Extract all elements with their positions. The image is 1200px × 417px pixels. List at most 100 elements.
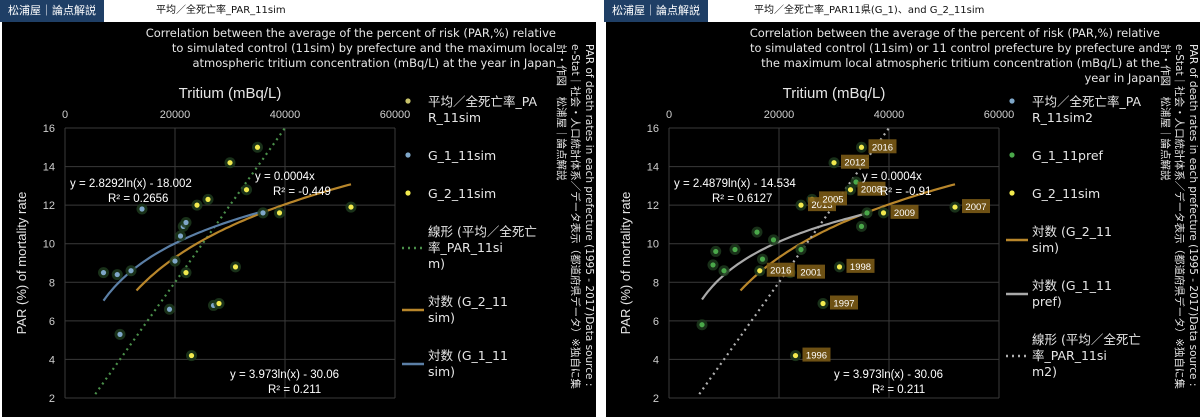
year-label: 1998 <box>850 262 871 273</box>
trend-r2: R² = 0.211 <box>268 384 321 396</box>
data-point <box>117 331 123 337</box>
chart-title-line: year in Japan <box>1084 71 1160 85</box>
legend-label: sim) <box>428 364 455 379</box>
year-label-box <box>962 199 990 214</box>
year-label: 1997 <box>833 299 854 310</box>
chart-title: Correlation between the average of the p… <box>146 26 556 71</box>
brand-badge: 松浦屋｜論点解説 <box>0 0 104 22</box>
data-point <box>194 202 200 208</box>
data-point <box>166 306 173 312</box>
data-point <box>880 210 887 216</box>
year-label-box <box>868 139 897 154</box>
brand-badge: 松浦屋｜論点解説 <box>604 0 708 22</box>
year-label-box <box>846 258 875 273</box>
chart-title: Correlation between the average of the p… <box>750 26 1160 86</box>
data-point <box>757 268 763 274</box>
year-label-box <box>819 191 847 206</box>
trend-equation: y = 0.0004x <box>255 171 315 183</box>
data-point <box>770 237 777 243</box>
trend-equation: y = 3.973ln(x) - 30.06 <box>230 369 339 381</box>
legend-label: R_11sim2 <box>1032 110 1093 125</box>
legend-swatch-point <box>1009 152 1015 158</box>
legend-label: 対数 (G_2_11 <box>428 294 508 309</box>
data-point <box>836 264 843 270</box>
data-point <box>243 187 250 193</box>
chart-area <box>2 22 596 417</box>
trend-r2: R² = 0.2656 <box>108 193 168 205</box>
x-tick-label: 0 <box>62 109 68 121</box>
data-point <box>254 144 261 150</box>
side-note-text: PAR of death rates in each prefecture (1… <box>1159 44 1199 389</box>
data-point <box>128 268 134 274</box>
trendline <box>698 127 890 395</box>
y-tick-label: 6 <box>49 316 55 328</box>
trendline <box>701 212 868 301</box>
y-tick-label: 2 <box>49 393 55 405</box>
y-tick-label: 14 <box>647 162 659 174</box>
data-point <box>798 246 804 253</box>
y-tick-label: 12 <box>647 200 659 212</box>
legend-label: G_2_11sim <box>428 186 496 201</box>
year-label: 2007 <box>965 202 986 213</box>
data-point <box>759 256 766 262</box>
data-point <box>831 160 837 166</box>
legend-label: sim) <box>1032 240 1059 255</box>
data-point <box>732 246 738 253</box>
year-label: 2005 <box>822 194 843 205</box>
data-point <box>276 210 283 216</box>
year-label: 2016 <box>770 266 791 277</box>
y-axis-label: PAR (%) of mortality rate <box>14 192 29 335</box>
legend-label: G_1_11pref <box>1032 148 1104 163</box>
chart-title-line: atmospheric tritium concentration (mBq/L… <box>192 56 556 70</box>
data-point <box>798 202 804 208</box>
x-tick-label: 40000 <box>874 109 905 121</box>
data-point <box>820 300 826 307</box>
data-point <box>847 187 854 193</box>
x-tick-label: 0 <box>666 109 672 121</box>
y-tick-label: 8 <box>653 277 659 289</box>
y-tick-label: 2 <box>653 393 659 405</box>
data-point <box>232 264 239 270</box>
y-tick-label: 10 <box>647 239 659 251</box>
y-tick-label: 4 <box>49 354 55 366</box>
x-tick-label: 60000 <box>380 109 411 121</box>
legend-label: R_11sim <box>428 110 481 125</box>
legend-label: 平均／全死亡率_PA <box>1032 94 1141 109</box>
data-point <box>864 210 870 216</box>
side-note: PAR of death rates in each prefecture (1… <box>555 44 596 399</box>
data-point <box>177 233 184 239</box>
year-label-box <box>766 262 795 277</box>
data-point <box>260 210 266 216</box>
x-axis-label: Tritium (mBq/L) <box>783 85 886 102</box>
panel-header: 松浦屋｜論点解説 平均／全死亡率_PAR11県(G_1)、and G_2_11s… <box>604 0 1200 22</box>
legend-label: 線形 (平均／全死亡 <box>428 224 537 239</box>
data-point <box>699 322 705 328</box>
y-tick-label: 16 <box>647 123 659 135</box>
x-tick-label: 40000 <box>270 109 301 121</box>
panel-header: 松浦屋｜論点解説 平均／全死亡率_PAR_11sim <box>0 0 596 22</box>
data-point <box>858 144 865 150</box>
x-tick-label: 60000 <box>984 109 1015 121</box>
y-tick-label: 12 <box>43 200 55 212</box>
year-label-box <box>841 154 869 169</box>
data-point <box>952 204 958 210</box>
year-label-box <box>802 347 831 362</box>
year-label: 2012 <box>844 158 865 169</box>
trend-equation: y = 2.4879ln(x) - 14.534 <box>674 178 796 190</box>
data-point <box>114 271 120 278</box>
year-label-box <box>857 181 886 196</box>
data-point <box>100 270 107 276</box>
legend-swatch-point <box>405 98 411 104</box>
trend-equation: y = 3.973ln(x) - 30.06 <box>834 369 943 381</box>
x-tick-label: 20000 <box>764 109 795 121</box>
data-point <box>853 179 859 185</box>
data-point <box>710 262 716 268</box>
chart-title-line: Correlation between the average of the p… <box>145 26 556 40</box>
legend-swatch-point <box>1009 190 1015 196</box>
data-point <box>183 270 189 276</box>
legend-label: 対数 (G_1_11 <box>1032 278 1112 293</box>
y-tick-label: 16 <box>43 123 55 135</box>
data-point <box>216 300 222 307</box>
legend-label: 平均／全死亡率_PA <box>428 94 537 109</box>
trendline <box>135 183 352 292</box>
